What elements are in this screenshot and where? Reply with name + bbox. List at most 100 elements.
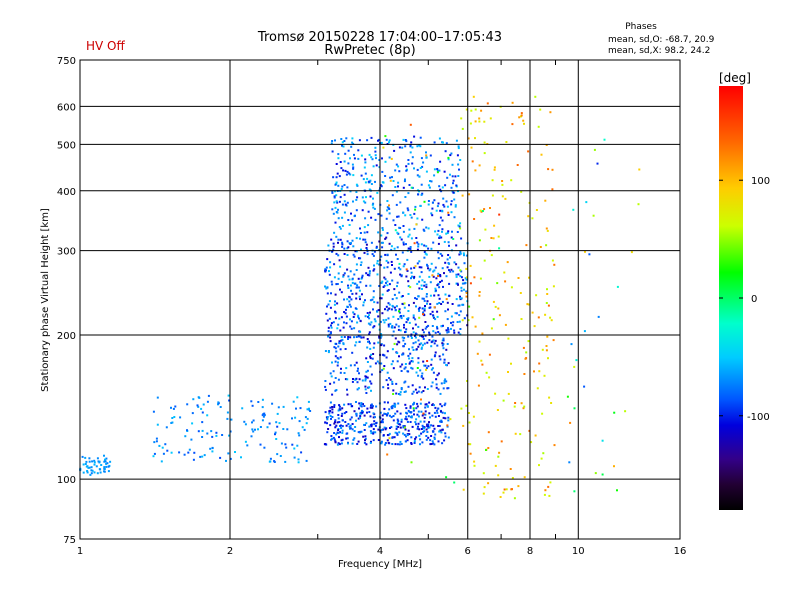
data-point [372, 439, 375, 442]
data-point [397, 266, 400, 269]
data-point [514, 402, 517, 404]
data-point [398, 355, 400, 358]
data-point [346, 437, 349, 440]
data-point [361, 293, 363, 296]
data-point [458, 253, 461, 256]
data-point [410, 360, 413, 363]
data-point [99, 468, 102, 471]
data-point [453, 261, 456, 264]
data-point [442, 203, 445, 206]
data-point [354, 307, 357, 310]
data-point [372, 431, 375, 434]
data-point [517, 277, 520, 279]
data-point [531, 311, 534, 314]
data-point [437, 425, 440, 427]
data-point [447, 308, 449, 311]
data-point [428, 331, 431, 334]
data-point [395, 392, 398, 395]
data-point [483, 141, 486, 144]
data-point [345, 411, 348, 413]
data-point [450, 327, 452, 330]
data-point [351, 292, 354, 295]
data-point [445, 380, 448, 383]
data-point [340, 138, 343, 140]
data-point [395, 163, 398, 166]
data-point [439, 403, 442, 406]
data-point [370, 373, 373, 376]
data-point [415, 423, 417, 426]
data-point [487, 482, 490, 485]
data-point [568, 461, 571, 464]
data-point [363, 226, 366, 229]
data-point [373, 423, 376, 426]
data-point [383, 401, 386, 404]
data-point [226, 411, 229, 414]
data-point [360, 248, 362, 251]
data-point [553, 444, 556, 447]
data-point [528, 429, 531, 432]
data-point [391, 360, 394, 363]
data-point [425, 170, 428, 173]
data-point [364, 217, 367, 220]
data-point [355, 297, 358, 300]
data-point [436, 310, 439, 313]
data-point [331, 150, 334, 153]
data-point [370, 216, 373, 219]
data-point [410, 250, 413, 253]
data-point [355, 414, 358, 417]
data-point [362, 336, 365, 339]
data-point [103, 470, 106, 473]
data-point [306, 408, 309, 411]
data-point [356, 196, 359, 199]
data-point [412, 301, 415, 304]
data-point [291, 417, 293, 420]
data-point [520, 190, 523, 193]
data-point [415, 305, 417, 308]
data-point [367, 210, 370, 213]
data-point [349, 403, 352, 406]
data-point [360, 402, 363, 405]
data-point [344, 312, 347, 315]
x-tick-label: 10 [572, 546, 585, 557]
data-point [207, 394, 210, 397]
data-point [352, 253, 355, 256]
data-point [285, 446, 288, 449]
data-point [367, 224, 370, 227]
data-point [324, 443, 327, 445]
data-point [280, 442, 283, 445]
data-point [474, 325, 477, 328]
data-point [407, 235, 410, 238]
data-point [402, 425, 405, 427]
data-point [341, 429, 344, 432]
data-point [439, 188, 442, 191]
data-point [454, 204, 457, 207]
data-point [394, 186, 397, 188]
data-point [186, 403, 189, 406]
data-point [337, 361, 339, 364]
data-point [391, 298, 394, 301]
data-point [294, 416, 297, 419]
data-point [409, 361, 412, 364]
data-point [545, 349, 548, 352]
data-point [426, 404, 429, 407]
data-point [402, 230, 405, 233]
data-point [355, 183, 358, 186]
data-point [364, 299, 366, 302]
data-point [197, 430, 200, 433]
data-point [450, 315, 453, 318]
data-point [419, 145, 422, 148]
plot-frame [79, 59, 681, 540]
x-tick-label: 2 [227, 546, 233, 557]
data-point [407, 415, 410, 418]
data-point [407, 317, 410, 320]
data-point [333, 201, 336, 204]
data-point [437, 407, 440, 410]
data-point [539, 246, 542, 248]
data-point [435, 277, 438, 280]
data-point [263, 446, 266, 449]
data-point [395, 297, 398, 300]
data-point [340, 316, 343, 319]
data-point [380, 421, 383, 424]
data-point [478, 120, 481, 123]
data-point [572, 208, 575, 211]
